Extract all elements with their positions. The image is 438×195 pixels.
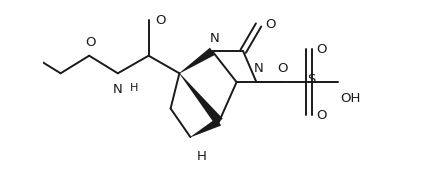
- Text: O: O: [265, 18, 276, 31]
- Text: O: O: [278, 63, 288, 75]
- Text: OH: OH: [340, 92, 360, 105]
- Text: N: N: [210, 32, 219, 45]
- Text: N: N: [113, 83, 123, 96]
- Text: O: O: [155, 14, 166, 27]
- Text: O: O: [85, 36, 96, 49]
- Text: S: S: [307, 73, 316, 86]
- Polygon shape: [179, 73, 223, 125]
- Text: N: N: [254, 63, 264, 75]
- Polygon shape: [179, 48, 215, 74]
- Text: O: O: [316, 109, 326, 122]
- Text: H: H: [197, 150, 206, 163]
- Text: O: O: [316, 43, 326, 56]
- Text: H: H: [130, 83, 138, 93]
- Polygon shape: [190, 118, 221, 137]
